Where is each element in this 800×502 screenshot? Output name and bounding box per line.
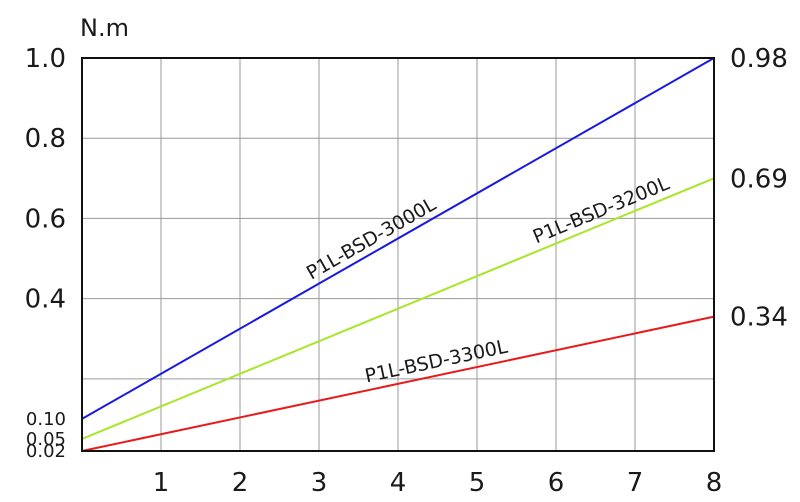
y-tick-label-left: 0.8 [25, 124, 66, 154]
y-tick-label-left: 0.02 [26, 441, 66, 462]
y-tick-label-left: 0.05 [26, 429, 66, 450]
plot-frame [81, 57, 715, 452]
series-line-2 [81, 315, 715, 452]
y-axis-unit: N.m [80, 14, 129, 42]
y-tick-labels-left: 1.0 0.8 0.6 0.4 0.100.050.02 [25, 44, 66, 462]
series-label: P1L-BSD-3000L [303, 193, 440, 284]
y-tick-label-left: 1.0 [25, 44, 66, 74]
y-tick-label-right: 0.69 [730, 164, 788, 194]
series-label: P1L-BSD-3300L [363, 336, 510, 388]
y-tick-label-right: 0.34 [730, 303, 788, 333]
y-tick-labels-right: 0.98 0.69 0.34 [730, 44, 788, 333]
x-tick-label: 1 [153, 468, 170, 498]
x-tick-label: 3 [311, 468, 328, 498]
series-label: P1L-BSD-3200L [530, 172, 673, 248]
x-tick-label: 5 [469, 468, 486, 498]
y-tick-label-left: 0.6 [25, 204, 66, 234]
y-tick-label-left: 0.4 [25, 285, 66, 315]
y-tick-label-right: 0.98 [730, 44, 788, 74]
x-tick-label: 6 [548, 468, 565, 498]
series-line-0 [81, 57, 715, 420]
grid-lines [82, 58, 714, 451]
series-line-1 [81, 177, 715, 440]
y-tick-label-left: 0.10 [26, 409, 66, 430]
x-tick-label: 4 [390, 468, 407, 498]
series-lines [81, 57, 715, 452]
x-tick-label: 8 [706, 468, 723, 498]
x-tick-label: 2 [232, 468, 249, 498]
x-tick-labels: 1 2 3 4 5 6 7 8 [153, 468, 723, 498]
series-labels: P1L-BSD-3000L P1L-BSD-3200L P1L-BSD-3300L [303, 172, 673, 387]
x-tick-label: 7 [627, 468, 644, 498]
